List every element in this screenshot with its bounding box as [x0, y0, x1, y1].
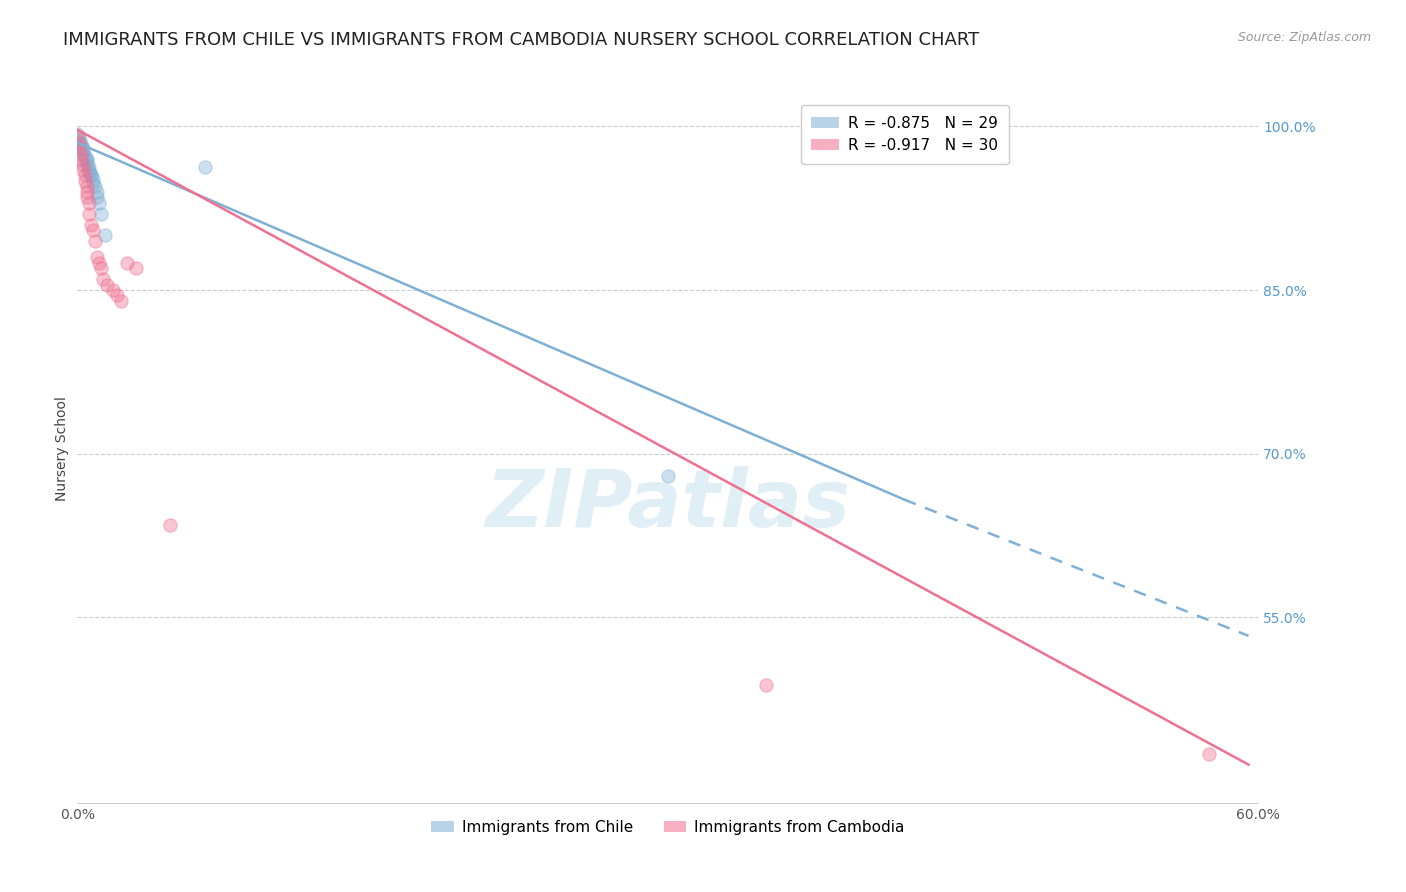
Point — [86, 185, 108, 199]
Point — [893, 144, 915, 158]
Text: ZIPatlas: ZIPatlas — [485, 466, 851, 544]
Point — [115, 256, 138, 270]
Point — [94, 228, 117, 243]
Point — [77, 163, 100, 178]
Point — [70, 146, 93, 161]
Point — [76, 154, 98, 169]
Point — [194, 160, 217, 174]
Point — [70, 152, 93, 166]
Point — [77, 165, 100, 179]
Point — [80, 169, 103, 183]
Point — [159, 517, 181, 532]
Point — [75, 152, 97, 166]
Point — [75, 149, 97, 163]
Point — [72, 141, 94, 155]
Point — [77, 160, 100, 174]
Point — [80, 169, 103, 183]
Point — [66, 130, 89, 145]
Point — [75, 174, 97, 188]
Point — [66, 127, 89, 141]
Point — [80, 218, 103, 232]
Point — [67, 130, 90, 145]
Point — [76, 190, 98, 204]
Point — [76, 158, 98, 172]
Point — [125, 261, 148, 276]
Point — [76, 152, 98, 166]
Point — [105, 288, 128, 302]
Point — [110, 293, 132, 308]
Point — [82, 176, 104, 190]
Point — [77, 195, 100, 210]
Point — [755, 678, 778, 692]
Point — [76, 185, 98, 199]
Point — [87, 195, 110, 210]
Point — [67, 136, 90, 150]
Point — [67, 132, 90, 146]
Y-axis label: Nursery School: Nursery School — [55, 396, 69, 500]
Point — [77, 207, 100, 221]
Point — [75, 169, 97, 183]
Point — [72, 163, 94, 178]
Point — [76, 179, 98, 194]
Point — [82, 171, 104, 186]
Legend: Immigrants from Chile, Immigrants from Cambodia: Immigrants from Chile, Immigrants from C… — [425, 814, 911, 841]
Point — [90, 261, 112, 276]
Point — [67, 141, 90, 155]
Point — [84, 179, 107, 194]
Point — [96, 277, 118, 292]
Point — [657, 468, 679, 483]
Point — [1198, 747, 1220, 761]
Point — [101, 283, 124, 297]
Point — [70, 136, 93, 150]
Point — [72, 144, 94, 158]
Point — [86, 190, 108, 204]
Text: Source: ZipAtlas.com: Source: ZipAtlas.com — [1237, 31, 1371, 45]
Point — [91, 272, 114, 286]
Point — [87, 256, 110, 270]
Point — [84, 234, 107, 248]
Point — [86, 250, 108, 264]
Point — [72, 158, 94, 172]
Point — [72, 146, 94, 161]
Text: IMMIGRANTS FROM CHILE VS IMMIGRANTS FROM CAMBODIA NURSERY SCHOOL CORRELATION CHA: IMMIGRANTS FROM CHILE VS IMMIGRANTS FROM… — [63, 31, 980, 49]
Point — [90, 207, 112, 221]
Point — [82, 223, 104, 237]
Point — [70, 139, 93, 153]
